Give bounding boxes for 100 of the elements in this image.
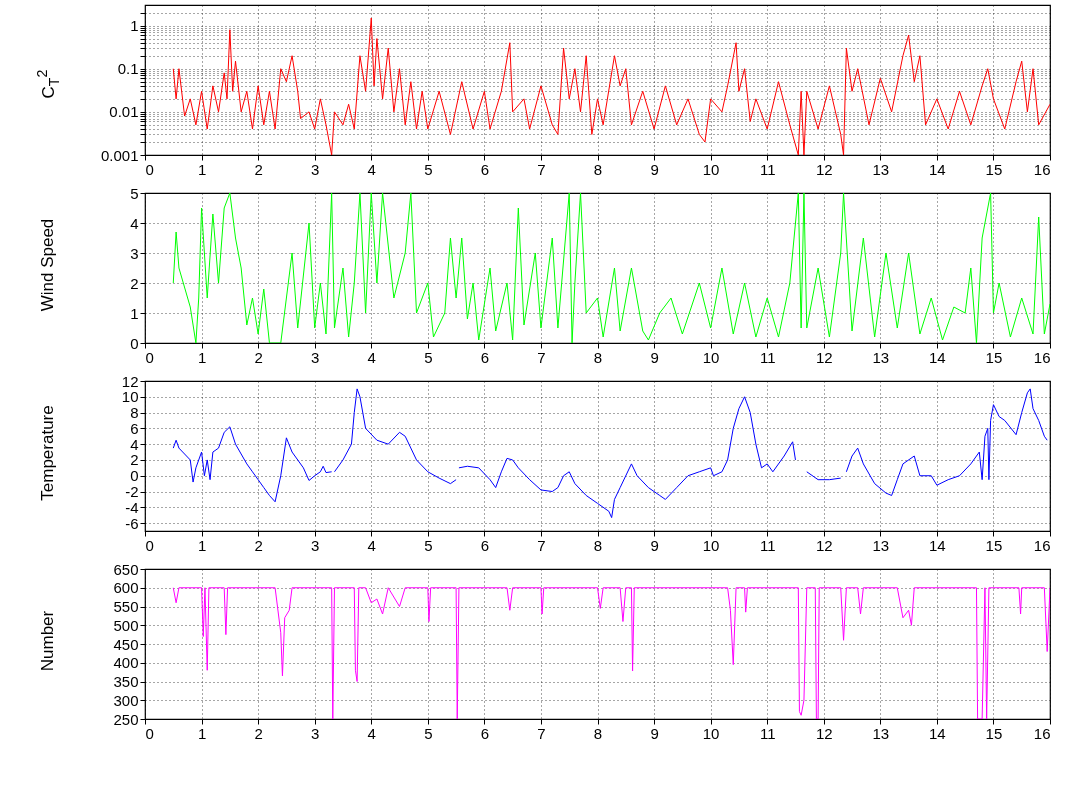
x-tick-label: 15 — [985, 724, 1003, 742]
x-tick-label: 8 — [593, 724, 603, 742]
x-tick-label: 10 — [702, 536, 720, 554]
x-tick-label: 3 — [311, 536, 320, 554]
x-tick-label: 6 — [480, 160, 490, 178]
x-tick-label: 14 — [929, 536, 946, 554]
x-tick-label: 11 — [759, 160, 776, 178]
x-tick-label: 12 — [815, 160, 833, 178]
x-tick-label: 9 — [650, 348, 659, 366]
x-tick-label: 13 — [872, 724, 890, 742]
x-tick-label: 13 — [872, 348, 890, 366]
y-tick-label: 3 — [130, 244, 139, 262]
x-tick-label: 2 — [254, 348, 263, 366]
x-tick-label: 1 — [197, 348, 207, 366]
y-tick-label: 5 — [130, 184, 139, 202]
x-tick-label: 2 — [254, 724, 263, 742]
x-tick-label: 7 — [537, 160, 546, 178]
x-tick-label: 8 — [593, 348, 603, 366]
x-tick-label: 11 — [759, 724, 776, 742]
x-tick-label: 7 — [537, 536, 546, 554]
y-tick-label: 2 — [130, 274, 139, 292]
x-tick-label: 12 — [815, 348, 833, 366]
y-tick-label: 4 — [130, 214, 139, 232]
x-tick-label: 9 — [650, 160, 659, 178]
y-tick-label: -4 — [125, 498, 139, 516]
x-tick-label: 5 — [424, 160, 433, 178]
y-tick-label: 400 — [113, 654, 139, 672]
x-tick-label: 0 — [145, 536, 154, 554]
x-tick-label: 14 — [929, 724, 946, 742]
x-tick-label: 4 — [367, 160, 376, 178]
y-tick-label: 6 — [130, 419, 139, 437]
x-tick-label: 0 — [145, 348, 154, 366]
y-tick-label: 0.01 — [109, 103, 139, 121]
x-tick-label: 15 — [985, 160, 1003, 178]
y-tick-label: 500 — [113, 616, 139, 634]
y-tick-label: 250 — [113, 710, 139, 728]
x-tick-label: 4 — [367, 536, 376, 554]
y-tick-label: 8 — [130, 404, 139, 422]
x-tick-label: 10 — [702, 724, 720, 742]
x-tick-label: 6 — [480, 724, 490, 742]
y-tick-label: 450 — [113, 635, 139, 653]
x-tick-label: 10 — [702, 348, 720, 366]
y-tick-label: -6 — [125, 514, 139, 532]
y-axis-title: Number — [38, 610, 58, 672]
x-tick-label: 15 — [985, 348, 1003, 366]
y-tick-label: -2 — [125, 483, 139, 501]
x-tick-label: 1 — [197, 724, 207, 742]
y-tick-label: 550 — [113, 598, 139, 615]
x-tick-label: 13 — [872, 536, 890, 554]
x-tick-label: 14 — [929, 160, 946, 178]
x-tick-label: 16 — [1033, 536, 1051, 554]
x-tick-label: 0 — [145, 724, 154, 742]
x-tick-label: 15 — [985, 536, 1003, 554]
x-tick-label: 14 — [929, 348, 946, 366]
x-tick-label: 2 — [254, 160, 263, 178]
y-tick-label: 0 — [130, 467, 139, 485]
x-tick-label: 11 — [759, 348, 776, 366]
x-tick-label: 7 — [537, 348, 546, 366]
line-series — [172, 587, 1050, 719]
y-tick-label: 650 — [113, 560, 139, 578]
x-tick-label: 0 — [145, 160, 154, 178]
x-tick-label: 5 — [424, 724, 433, 742]
line-series — [172, 17, 1050, 155]
y-tick-label: 1 — [130, 304, 139, 322]
x-tick-label: 6 — [480, 348, 490, 366]
x-tick-label: 6 — [480, 536, 490, 554]
x-tick-label: 12 — [815, 724, 833, 742]
x-tick-label: 16 — [1033, 160, 1051, 178]
x-tick-label: 3 — [311, 160, 320, 178]
y-tick-label: 0 — [130, 334, 139, 352]
y-tick-label: 2 — [130, 451, 139, 469]
y-axis-title: Temperature — [38, 405, 58, 501]
x-tick-label: 9 — [650, 724, 659, 742]
x-tick-label: 5 — [424, 536, 433, 554]
x-tick-label: 3 — [311, 348, 320, 366]
x-tick-label: 1 — [197, 536, 207, 554]
y-axis-title: Wind Speed — [38, 218, 58, 312]
x-tick-label: 4 — [367, 348, 376, 366]
y-tick-label: 300 — [113, 691, 139, 709]
x-tick-label: 2 — [254, 536, 263, 554]
x-tick-label: 13 — [872, 160, 890, 178]
x-tick-label: 9 — [650, 536, 659, 554]
x-tick-label: 12 — [815, 536, 833, 554]
line-series — [172, 193, 1050, 343]
x-tick-label: 3 — [311, 724, 320, 742]
y-tick-label: 4 — [130, 435, 139, 453]
x-tick-label: 4 — [367, 724, 376, 742]
x-tick-label: 11 — [759, 536, 776, 554]
x-tick-label: 5 — [424, 348, 433, 366]
y-tick-label: 600 — [113, 579, 139, 597]
y-tick-label: 12 — [121, 372, 139, 390]
x-tick-label: 1 — [197, 160, 207, 178]
y-tick-label: 0.001 — [100, 146, 139, 164]
x-tick-label: 7 — [537, 724, 546, 742]
x-tick-label: 16 — [1033, 348, 1051, 366]
y-tick-label: 1 — [130, 17, 139, 35]
y-tick-label: 10 — [121, 388, 139, 406]
x-tick-label: 10 — [702, 160, 720, 178]
x-tick-label: 8 — [593, 536, 603, 554]
x-tick-label: 16 — [1033, 724, 1051, 742]
